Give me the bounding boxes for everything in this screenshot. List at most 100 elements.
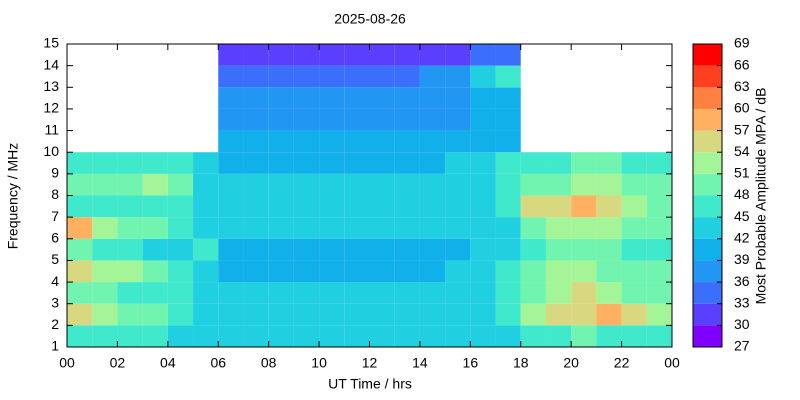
cell xyxy=(495,65,521,88)
y-tick-label: 9 xyxy=(51,165,59,181)
cell xyxy=(596,173,622,196)
cell xyxy=(495,130,521,153)
cell xyxy=(520,303,546,326)
cell xyxy=(394,303,420,326)
cell xyxy=(545,303,572,326)
cell xyxy=(193,195,219,218)
cell xyxy=(545,238,572,261)
x-axis-label: UT Time / hrs xyxy=(328,376,412,392)
cell xyxy=(571,303,597,326)
cell xyxy=(92,152,118,174)
y-tick-label: 5 xyxy=(51,251,59,267)
y-axis-label: Frequency / MHz xyxy=(5,143,21,250)
colorbar-segment xyxy=(693,65,722,88)
cell xyxy=(344,238,370,261)
cell xyxy=(218,260,244,283)
cell xyxy=(218,152,244,174)
cell xyxy=(495,108,521,131)
cell xyxy=(243,217,269,239)
cell xyxy=(571,282,597,304)
cell xyxy=(319,238,345,261)
cell xyxy=(571,152,597,174)
cell xyxy=(243,87,269,109)
x-tick-label: 22 xyxy=(614,355,630,371)
cell xyxy=(67,282,93,304)
cell xyxy=(344,282,370,304)
colorbar-tick-label: 57 xyxy=(734,121,750,137)
cell xyxy=(495,44,521,66)
colorbar-segment xyxy=(693,238,722,261)
cell xyxy=(470,260,496,283)
cell xyxy=(344,65,370,88)
cell xyxy=(319,303,345,326)
cell xyxy=(520,282,546,304)
cell xyxy=(470,238,496,261)
cell xyxy=(470,65,496,88)
cell xyxy=(646,260,672,283)
cell xyxy=(394,173,420,196)
cell xyxy=(369,325,395,347)
cell xyxy=(369,282,395,304)
cell xyxy=(571,260,597,283)
cell xyxy=(394,87,420,109)
cell xyxy=(293,108,320,131)
cell xyxy=(445,152,471,174)
cell xyxy=(193,325,219,347)
cell xyxy=(445,87,471,109)
cell xyxy=(117,217,143,239)
cell xyxy=(369,87,395,109)
cell xyxy=(218,173,244,196)
x-tick-label: 10 xyxy=(311,355,327,371)
cell xyxy=(344,173,370,196)
cell xyxy=(243,325,269,347)
cell xyxy=(445,65,471,88)
colorbar-tick-label: 66 xyxy=(734,56,750,72)
cell xyxy=(117,325,143,347)
cell xyxy=(520,217,546,239)
cell xyxy=(419,108,446,131)
cell xyxy=(545,260,572,283)
cell xyxy=(117,152,143,174)
cell xyxy=(92,173,118,196)
cell xyxy=(243,282,269,304)
y-tick-label: 11 xyxy=(44,121,59,137)
y-tick-label: 1 xyxy=(51,338,59,354)
cell xyxy=(67,325,93,347)
cell xyxy=(495,282,521,304)
y-tick-label: 15 xyxy=(43,35,59,51)
cell xyxy=(445,325,471,347)
cell xyxy=(470,195,496,218)
colorbar-tick-label: 36 xyxy=(734,273,750,289)
cell xyxy=(319,282,345,304)
cell xyxy=(92,260,118,283)
cell xyxy=(193,173,219,196)
cell xyxy=(495,238,521,261)
colorbar-tick-label: 39 xyxy=(734,251,750,267)
cell xyxy=(293,173,320,196)
cell xyxy=(67,217,93,239)
x-tick-label: 00 xyxy=(59,355,75,371)
x-tick-label: 14 xyxy=(412,355,428,371)
cell xyxy=(319,130,345,153)
cell xyxy=(167,325,194,347)
cell xyxy=(394,44,420,66)
cell xyxy=(419,282,446,304)
x-tick-label: 20 xyxy=(563,355,579,371)
cell xyxy=(319,260,345,283)
cell xyxy=(167,260,194,283)
cell xyxy=(646,152,672,174)
cell xyxy=(268,44,294,66)
cell xyxy=(319,217,345,239)
cell xyxy=(445,260,471,283)
x-tick-label: 02 xyxy=(110,355,126,371)
cell xyxy=(369,217,395,239)
colorbar-segment xyxy=(693,87,722,109)
cell xyxy=(117,303,143,326)
cell xyxy=(646,195,672,218)
cell xyxy=(92,195,118,218)
cell xyxy=(142,282,168,304)
cell xyxy=(419,303,446,326)
cell xyxy=(621,282,647,304)
cell xyxy=(419,260,446,283)
y-tick-label: 12 xyxy=(43,100,59,116)
